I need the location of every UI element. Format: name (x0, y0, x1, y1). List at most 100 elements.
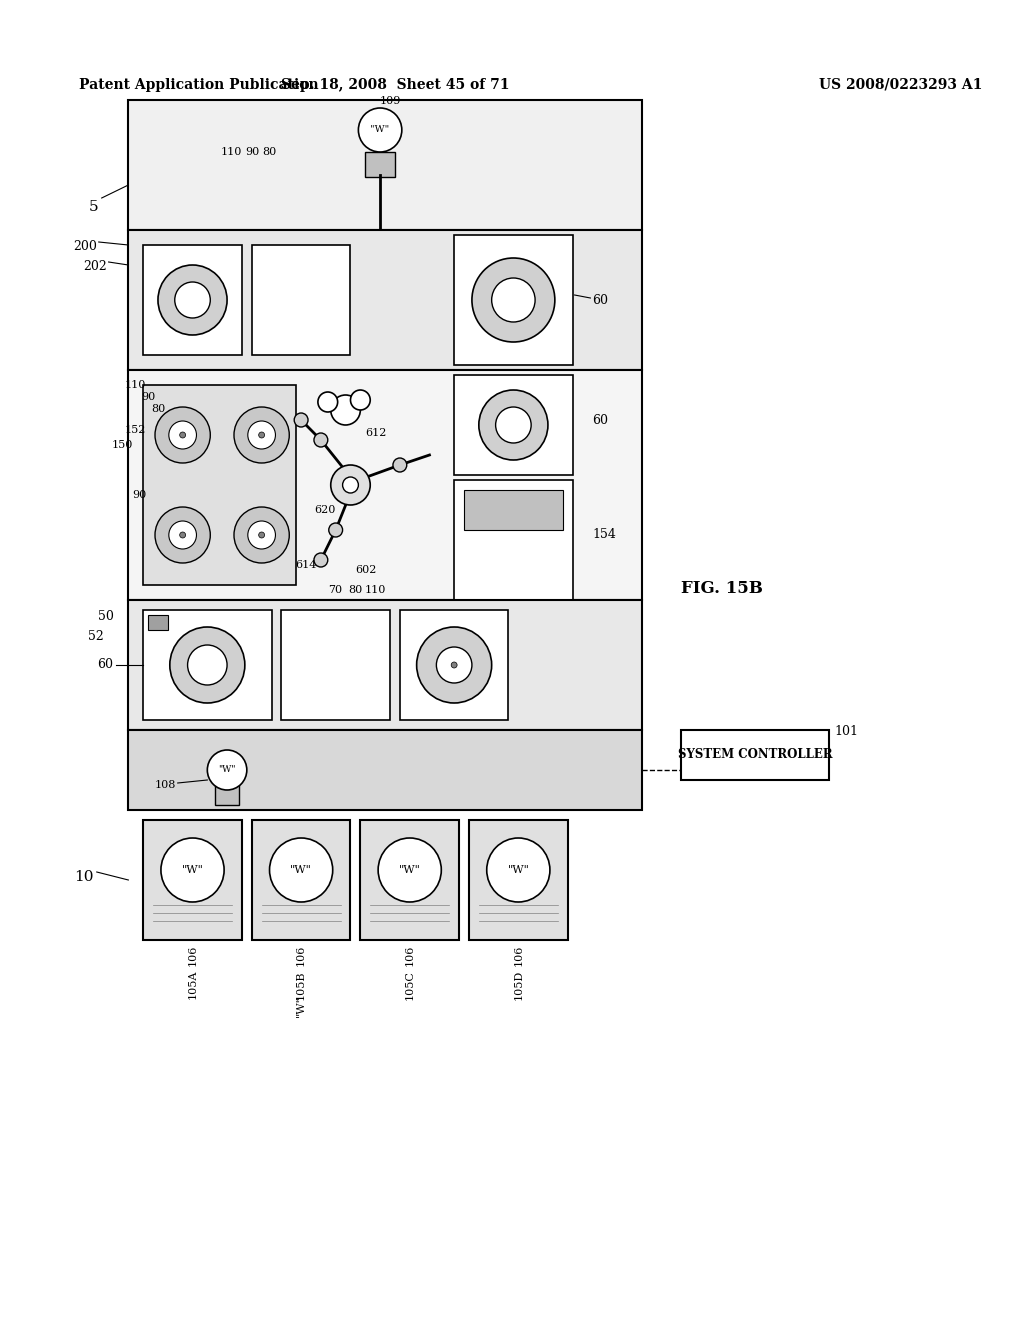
Circle shape (436, 647, 472, 682)
Text: 90: 90 (132, 490, 146, 500)
Bar (252, 246, 350, 355)
Text: 620: 620 (314, 506, 336, 515)
Circle shape (314, 553, 328, 568)
Bar (455, 235, 572, 366)
Text: 110: 110 (220, 147, 242, 157)
Bar (128, 601, 642, 730)
Text: 200: 200 (73, 240, 96, 253)
Bar (143, 385, 296, 585)
Text: "W": "W" (371, 125, 390, 135)
Circle shape (472, 257, 555, 342)
Text: 60: 60 (592, 413, 608, 426)
Text: 80: 80 (348, 585, 362, 595)
Text: Patent Application Publication: Patent Application Publication (79, 78, 318, 92)
Text: 50: 50 (97, 610, 114, 623)
Bar (366, 152, 395, 177)
Circle shape (486, 838, 550, 902)
Text: 602: 602 (355, 565, 377, 576)
Circle shape (452, 663, 457, 668)
Circle shape (170, 627, 245, 704)
Text: 106: 106 (404, 945, 415, 966)
Bar (464, 490, 563, 531)
Text: 80: 80 (152, 404, 166, 414)
Bar (143, 246, 242, 355)
Bar (148, 615, 168, 630)
Text: 5: 5 (89, 201, 98, 214)
Circle shape (248, 421, 275, 449)
Circle shape (294, 413, 308, 426)
Circle shape (179, 532, 185, 539)
Circle shape (259, 532, 264, 539)
Circle shape (259, 432, 264, 438)
Circle shape (179, 432, 185, 438)
Text: 106: 106 (187, 945, 198, 966)
Ellipse shape (284, 288, 318, 313)
Text: 10: 10 (75, 870, 94, 884)
Bar (143, 610, 271, 719)
Circle shape (175, 282, 210, 318)
Text: 52: 52 (88, 630, 103, 643)
Text: 106: 106 (513, 945, 523, 966)
Bar (469, 820, 567, 940)
Bar (143, 820, 242, 940)
Text: "W": "W" (296, 995, 306, 1016)
Circle shape (234, 407, 289, 463)
Text: 101: 101 (835, 725, 858, 738)
Circle shape (207, 750, 247, 789)
Bar (360, 820, 459, 940)
Circle shape (331, 395, 360, 425)
Bar (455, 480, 572, 601)
Circle shape (350, 389, 371, 411)
Text: SYSTEM CONTROLLER: SYSTEM CONTROLLER (678, 748, 833, 762)
Text: 152: 152 (125, 425, 146, 436)
Text: "W": "W" (218, 766, 236, 775)
Bar (282, 610, 390, 719)
Circle shape (169, 521, 197, 549)
Circle shape (234, 507, 289, 564)
Text: 70: 70 (329, 585, 343, 595)
Bar (681, 730, 829, 780)
Text: 614: 614 (295, 560, 316, 570)
Circle shape (492, 279, 536, 322)
Bar (252, 820, 350, 940)
Circle shape (187, 645, 227, 685)
Circle shape (161, 838, 224, 902)
Circle shape (393, 458, 407, 473)
Circle shape (417, 627, 492, 704)
Bar (128, 100, 642, 230)
Text: 108: 108 (155, 780, 176, 789)
Bar (399, 610, 509, 719)
Text: 60: 60 (592, 293, 608, 306)
Text: "W": "W" (290, 865, 312, 875)
Text: 80: 80 (262, 147, 276, 157)
Ellipse shape (296, 638, 375, 693)
Circle shape (329, 523, 343, 537)
Circle shape (343, 477, 358, 492)
Bar (128, 370, 642, 601)
Text: 154: 154 (592, 528, 616, 541)
Text: 110: 110 (125, 380, 146, 389)
Circle shape (331, 465, 371, 506)
Text: 612: 612 (366, 428, 387, 438)
Circle shape (317, 392, 338, 412)
Circle shape (155, 407, 210, 463)
Circle shape (496, 407, 531, 444)
Circle shape (479, 389, 548, 459)
Text: 150: 150 (112, 440, 133, 450)
Text: Sep. 18, 2008  Sheet 45 of 71: Sep. 18, 2008 Sheet 45 of 71 (281, 78, 509, 92)
Text: 105B: 105B (296, 970, 306, 999)
Bar (455, 375, 572, 475)
Ellipse shape (266, 275, 336, 325)
Circle shape (378, 838, 441, 902)
Text: 105D: 105D (513, 970, 523, 1001)
Circle shape (158, 265, 227, 335)
Text: 109: 109 (380, 96, 401, 106)
Bar (215, 785, 239, 805)
Text: 90: 90 (246, 147, 260, 157)
Text: "W": "W" (398, 865, 421, 875)
Text: 106: 106 (296, 945, 306, 966)
Text: 105A: 105A (187, 970, 198, 999)
Text: 202: 202 (83, 260, 106, 273)
Text: "W": "W" (181, 865, 204, 875)
Circle shape (248, 521, 275, 549)
